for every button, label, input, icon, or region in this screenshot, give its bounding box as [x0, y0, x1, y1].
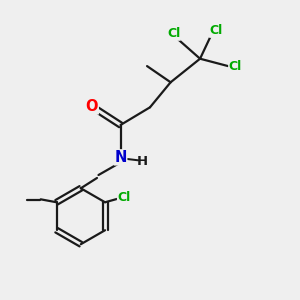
Text: H: H [137, 155, 148, 168]
Text: Cl: Cl [167, 27, 180, 40]
Text: Cl: Cl [118, 191, 131, 204]
Text: Cl: Cl [210, 24, 223, 37]
Text: O: O [86, 99, 98, 114]
Text: Cl: Cl [229, 60, 242, 73]
Text: N: N [114, 150, 127, 165]
